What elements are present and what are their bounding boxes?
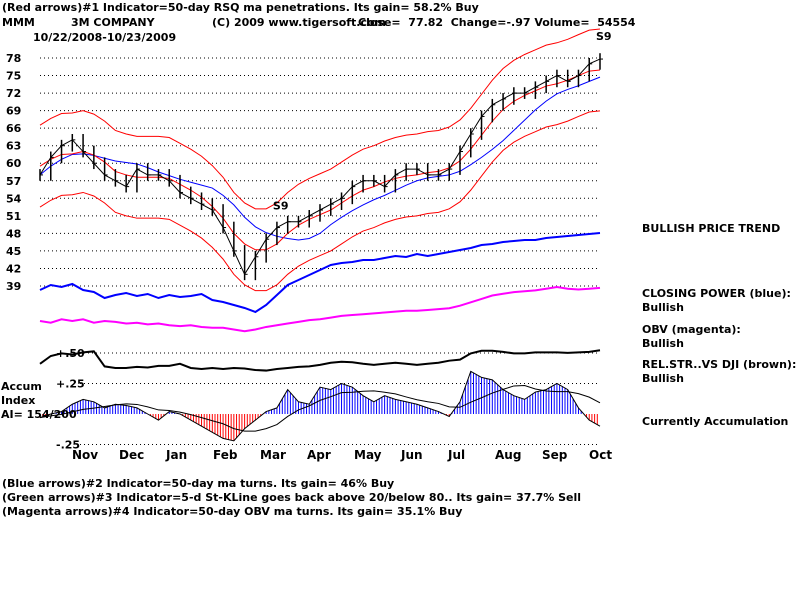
accum-status: Currently Accumulation (642, 415, 789, 428)
quote-info: Close= 77.82 Change=-.97 Volume= 54554 (358, 16, 636, 29)
y-tick-label: 45 (6, 245, 21, 258)
rel-str-line (39, 349, 601, 372)
y-tick-label: 39 (6, 280, 21, 293)
accum-ma-line (39, 385, 601, 432)
x-tick-label: Aug (495, 448, 521, 462)
accum-label-2: Index (1, 394, 36, 407)
closing-power-label: CLOSING POWER (blue): (642, 287, 791, 300)
upper-band (39, 28, 601, 210)
symbol: MMM (2, 16, 35, 29)
copyright: (C) 2009 www.tigersoft.com (212, 16, 387, 29)
x-tick-label: Apr (307, 448, 331, 462)
x-tick-label: Jun (400, 448, 423, 462)
x-tick-label: May (354, 448, 382, 462)
indicator-1-title: (Red arrows)#1 Indicator=50-day RSQ ma p… (2, 1, 479, 14)
moving-average-line (39, 76, 601, 241)
accum-label-1: Accum (1, 380, 42, 393)
obv-line (39, 285, 601, 333)
trend-label: BULLISH PRICE TREND (642, 222, 781, 235)
y-tick-label: 60 (6, 157, 22, 170)
rel-str-status: Bullish (642, 372, 684, 385)
closing-power-status: Bullish (642, 301, 684, 314)
indicator-3-title: (Green arrows)#3 Indicator=5-d St-KLine … (2, 491, 581, 504)
x-tick-label: Mar (260, 448, 286, 462)
indicator-2-title: (Blue arrows)#2 Indicator=50-day ma turn… (2, 477, 395, 490)
y-tick-label: 66 (6, 122, 22, 135)
rel-str-label: REL.STR..VS DJI (brown): (642, 358, 797, 371)
y-tick-label: 54 (6, 192, 22, 205)
accum-tick-label: +.25 (56, 378, 85, 391)
y-tick-label: 78 (6, 52, 21, 65)
x-tick-label: Jul (447, 448, 465, 462)
accum-ai: AI= 154/200 (1, 408, 77, 421)
signal-label: S9 (596, 30, 612, 43)
y-tick-label: 69 (6, 105, 21, 118)
indicator-4-title: (Magenta arrows)#4 Indicator=50-day OBV … (2, 505, 463, 518)
y-tick-label: 72 (6, 87, 21, 100)
y-tick-label: 57 (6, 175, 21, 188)
price-line (39, 58, 601, 276)
x-tick-label: Oct (589, 448, 612, 462)
obv-label: OBV (magenta): (642, 323, 741, 336)
lower-band (39, 110, 601, 292)
x-tick-label: Feb (213, 448, 238, 462)
x-tick-label: Nov (72, 448, 98, 462)
x-tick-label: Sep (542, 448, 568, 462)
y-tick-label: 42 (6, 262, 21, 275)
y-tick-label: 51 (6, 210, 21, 223)
mid-band (39, 69, 601, 251)
x-tick-label: Dec (119, 448, 144, 462)
x-tick-label: Jan (165, 448, 187, 462)
accum-outline (39, 370, 601, 442)
date-range: 10/22/2008-10/23/2009 (33, 31, 177, 44)
signal-label: S9 (273, 200, 289, 213)
company-name: 3M COMPANY (71, 16, 155, 29)
y-tick-label: 75 (6, 70, 21, 83)
y-tick-label: 48 (6, 227, 21, 240)
obv-status: Bullish (642, 337, 684, 350)
closing-power-line (39, 232, 601, 314)
y-tick-label: 63 (6, 140, 21, 153)
accum-tick-label: -.25 (56, 439, 80, 452)
